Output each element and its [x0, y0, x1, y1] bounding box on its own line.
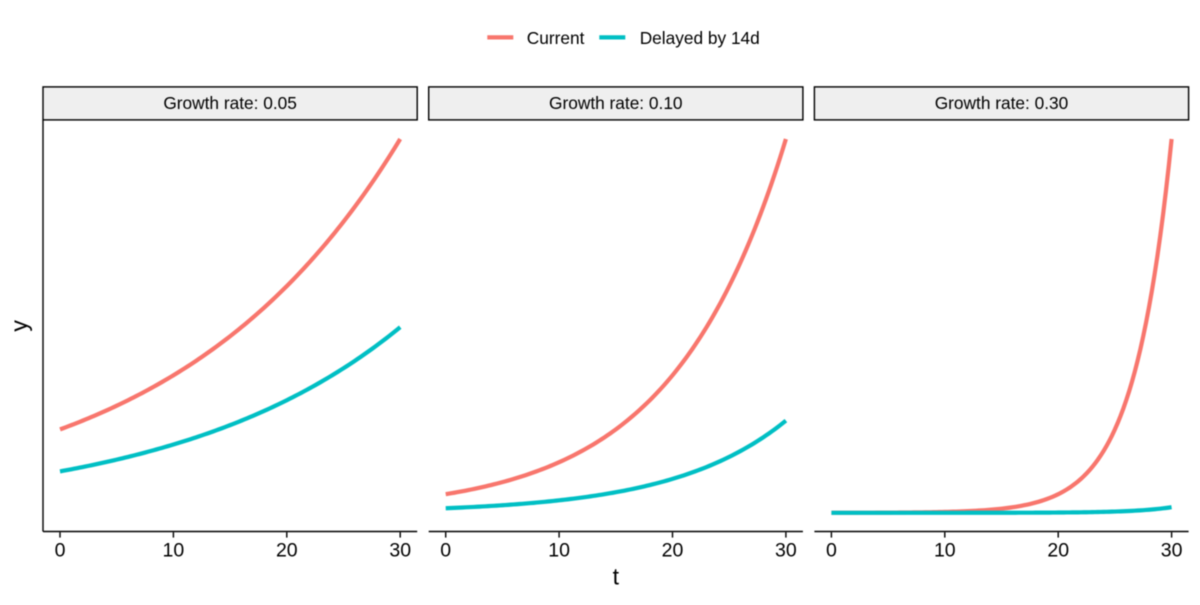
svg-text:0: 0 — [826, 540, 837, 562]
svg-text:t: t — [613, 564, 620, 590]
svg-text:20: 20 — [276, 540, 298, 562]
svg-text:Growth rate: 0.05: Growth rate: 0.05 — [163, 93, 297, 113]
svg-text:Current: Current — [527, 28, 585, 48]
svg-text:30: 30 — [389, 540, 411, 562]
svg-text:Growth rate: 0.30: Growth rate: 0.30 — [935, 93, 1069, 113]
svg-text:20: 20 — [662, 540, 684, 562]
svg-text:10: 10 — [934, 540, 956, 562]
svg-text:10: 10 — [163, 540, 185, 562]
svg-text:20: 20 — [1047, 540, 1069, 562]
svg-text:0: 0 — [440, 540, 451, 562]
svg-text:30: 30 — [1161, 540, 1183, 562]
svg-text:0: 0 — [55, 540, 66, 562]
svg-text:y: y — [6, 320, 32, 332]
svg-text:Delayed by 14d: Delayed by 14d — [640, 28, 760, 48]
svg-text:10: 10 — [548, 540, 570, 562]
svg-text:Growth rate: 0.10: Growth rate: 0.10 — [549, 93, 683, 113]
svg-text:30: 30 — [775, 540, 797, 562]
